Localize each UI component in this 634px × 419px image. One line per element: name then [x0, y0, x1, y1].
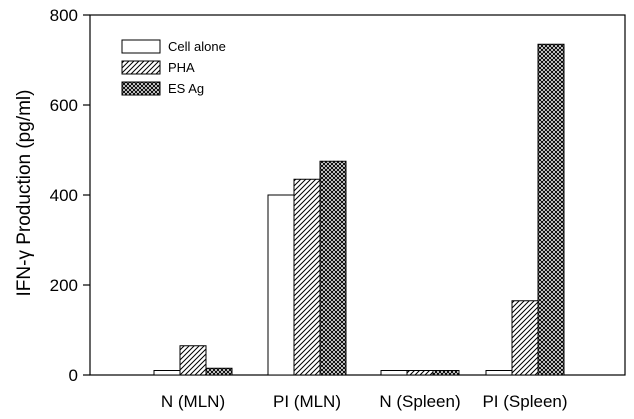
category-label-pi-mln: PI (MLN): [273, 392, 341, 411]
category-labels: N (MLN) PI (MLN) N (Spleen) PI (Spleen): [161, 392, 568, 411]
category-label-pi-spleen: PI (Spleen): [482, 392, 567, 411]
bar-cell-alone-n-spleen: [380, 370, 408, 376]
bar-pha-n-spleen: [406, 370, 434, 376]
legend-label-pha: PHA: [168, 60, 195, 75]
bar-pha-pi-spleen: [511, 300, 539, 376]
y-axis-title: IFN-γ Production (pg/ml): [14, 90, 35, 297]
legend-swatch-es-ag: [121, 81, 161, 96]
legend-label-cell-alone: Cell alone: [168, 39, 226, 54]
bar-pha-pi-mln: [293, 178, 321, 376]
legend-swatch-pha: [121, 60, 161, 75]
y-tick-label: 0: [69, 366, 78, 385]
category-label-n-spleen: N (Spleen): [379, 392, 460, 411]
legend-swatch-cell-alone: [121, 39, 161, 54]
bar-es-ag-pi-mln: [319, 160, 347, 376]
bar-es-ag-pi-spleen: [537, 43, 565, 376]
bar-cell-alone-pi-spleen: [485, 370, 513, 376]
y-ticks: 0 200 400 600 800: [50, 6, 90, 385]
bar-pha-n-mln: [179, 345, 207, 376]
y-tick-label: 400: [50, 186, 78, 205]
bar-es-ag-n-mln: [205, 367, 233, 376]
bar-cell-alone-pi-mln: [267, 194, 295, 376]
bar-cell-alone-n-mln: [153, 370, 181, 376]
bars: [153, 43, 565, 376]
y-tick-label: 800: [50, 6, 78, 25]
bar-es-ag-n-spleen: [432, 370, 460, 376]
y-tick-label: 600: [50, 96, 78, 115]
legend: Cell alone PHA ES Ag: [121, 39, 226, 96]
category-label-n-mln: N (MLN): [161, 392, 225, 411]
legend-label-es-ag: ES Ag: [168, 81, 204, 96]
y-tick-label: 200: [50, 276, 78, 295]
